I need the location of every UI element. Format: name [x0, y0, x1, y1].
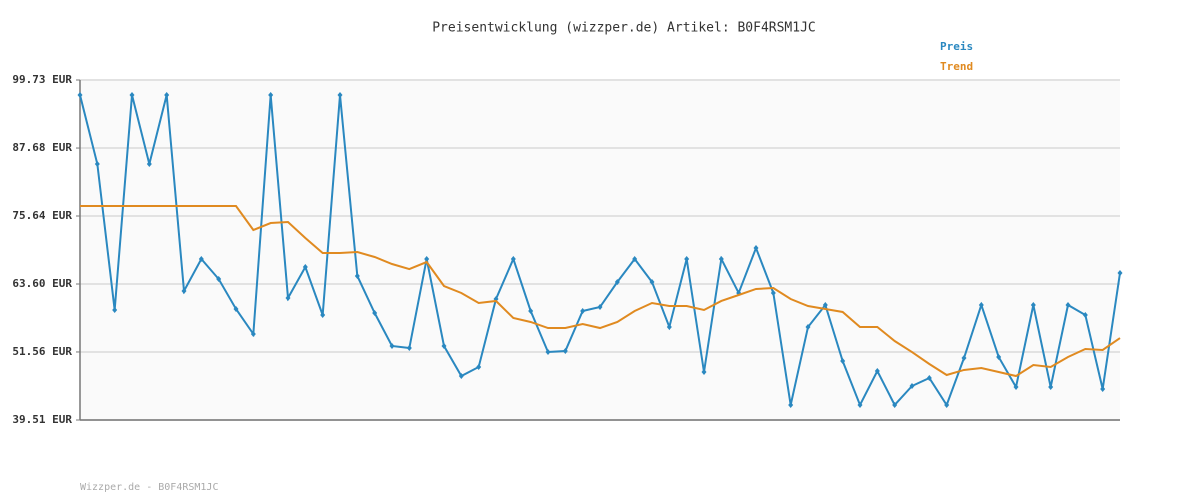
data-point — [302, 263, 308, 270]
data-point — [406, 345, 412, 352]
data-point — [233, 306, 239, 313]
data-point — [632, 255, 638, 262]
data-point — [562, 348, 568, 355]
data-point — [198, 255, 204, 262]
data-point — [1013, 384, 1019, 391]
y-tick-label: 63.60 EUR — [12, 277, 72, 290]
data-point — [753, 245, 759, 252]
data-point — [545, 349, 551, 356]
y-tick-label: 39.51 EUR — [12, 413, 72, 426]
chart-title: Preisentwicklung (wizzper.de) Artikel: B… — [432, 21, 816, 36]
legend-entry: Trend — [940, 60, 973, 73]
data-point — [684, 255, 690, 262]
data-point — [94, 161, 100, 168]
data-point — [320, 311, 326, 318]
data-point — [424, 255, 430, 262]
data-point — [961, 355, 967, 362]
data-point — [1082, 311, 1088, 318]
data-point — [216, 276, 222, 283]
data-point — [164, 92, 170, 99]
data-point — [996, 353, 1002, 360]
data-point — [112, 306, 118, 313]
data-point — [441, 342, 447, 349]
data-point — [1100, 386, 1106, 393]
data-point — [146, 161, 152, 168]
data-point — [944, 401, 950, 408]
data-point — [857, 401, 863, 408]
data-point — [805, 324, 811, 331]
data-point — [822, 301, 828, 308]
y-tick-label: 87.68 EUR — [12, 141, 72, 154]
data-point — [77, 92, 83, 99]
data-point — [718, 255, 724, 262]
data-point — [597, 304, 603, 311]
data-point — [1048, 384, 1054, 391]
data-point — [926, 374, 932, 381]
y-tick-label: 99.73 EUR — [12, 73, 72, 86]
data-point — [978, 301, 984, 308]
data-point — [614, 279, 620, 286]
data-point — [372, 310, 378, 317]
data-point — [268, 92, 274, 99]
data-point — [1117, 269, 1123, 276]
data-point — [250, 331, 256, 338]
data-point — [770, 289, 776, 296]
data-point — [181, 287, 187, 294]
data-point — [510, 255, 516, 262]
y-tick-label: 75.64 EUR — [12, 209, 72, 222]
data-point — [337, 92, 343, 99]
data-point — [701, 369, 707, 376]
data-point — [892, 401, 898, 408]
data-point — [840, 357, 846, 364]
data-point — [129, 92, 135, 99]
data-point — [649, 279, 655, 286]
data-point — [909, 383, 915, 390]
y-tick-label: 51.56 EUR — [12, 345, 72, 358]
series-line — [80, 205, 1121, 378]
data-point — [389, 342, 395, 349]
legend-entry: Preis — [940, 40, 973, 53]
data-point — [580, 307, 586, 314]
data-point — [458, 373, 464, 380]
data-point — [1030, 301, 1036, 308]
data-point — [788, 401, 794, 408]
data-point — [354, 272, 360, 279]
data-point — [874, 367, 880, 374]
data-point — [528, 307, 534, 314]
footer: Wizzper.de - B0F4RSM1JC — [80, 482, 218, 493]
data-point — [476, 363, 482, 370]
data-point — [285, 294, 291, 301]
plot-area — [80, 80, 1120, 420]
data-point — [666, 324, 672, 331]
data-point — [1065, 301, 1071, 308]
